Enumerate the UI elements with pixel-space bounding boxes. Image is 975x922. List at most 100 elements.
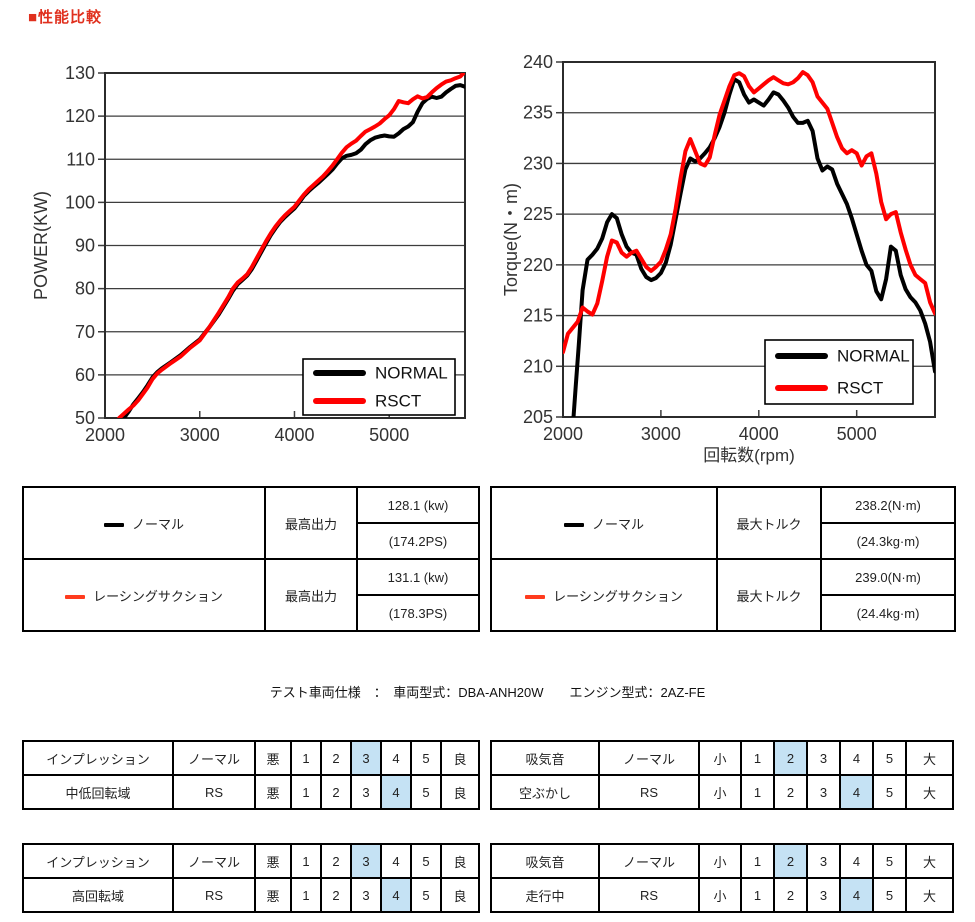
metric-cell: 最大トルク: [716, 486, 822, 560]
value-cell: (178.3PS): [356, 594, 480, 632]
y-tick-label: 110: [66, 149, 95, 169]
summary-row: (24.3kg·m): [491, 522, 956, 560]
y-tick-label: 240: [523, 52, 553, 72]
scale-cell: 5: [872, 843, 907, 879]
scale-cell: 3: [806, 740, 841, 776]
normal-line-swatch: [563, 523, 584, 528]
scale-min-cell: 悪: [254, 740, 292, 776]
scale-cell: 4: [380, 740, 412, 776]
scale-cell: 3: [350, 843, 382, 879]
y-tick-label: 50: [75, 408, 95, 428]
series-line-rsct: [117, 73, 465, 418]
y-tick-label: 230: [523, 153, 553, 173]
scale-min-cell: 小: [698, 774, 742, 810]
series-name: レーシングサクション: [93, 588, 223, 604]
y-tick-label: 220: [523, 255, 553, 275]
series-name: ノーマル: [131, 516, 184, 532]
scale-cell: 2: [773, 843, 808, 879]
metric-cell: 最高出力: [264, 486, 358, 560]
power-chart: 50 60 70 80 90 100 110 120 130 2000 3000 4000 5000 NO…: [31, 63, 466, 445]
scale-max-cell: 大: [905, 774, 954, 810]
rating-label-cell: 吸気音: [490, 843, 600, 879]
rating-table-impression-high: インプレッション ノーマル 悪 1 2 3 4 5 良 高回転域 RS 悪 1 …: [22, 843, 480, 913]
torque-chart: 205 210 215 220 225 230 235 240 2000 3000 4000 5000…: [501, 52, 936, 465]
legend-box: [302, 358, 456, 416]
series-name-cell: レーシングサクション: [22, 558, 266, 632]
scale-cell: 5: [410, 774, 442, 810]
scale-cell: 2: [773, 877, 808, 913]
rating-row: インプレッション ノーマル 悪 1 2 3 4 5 良: [22, 843, 480, 879]
metric-cell: 最高出力: [264, 558, 358, 632]
summary-row: レーシングサクション 最大トルク 239.0(N·m): [490, 558, 956, 632]
rating-row: インプレッション ノーマル 悪 1 2 3 4 5 良: [22, 740, 480, 776]
scale-cell: 3: [350, 740, 382, 776]
scale-cell: 2: [320, 877, 352, 913]
scale-cell: 5: [872, 877, 907, 913]
x-tick-label: 2000: [543, 424, 583, 444]
x-axis-label: 回転数(rpm): [703, 446, 795, 465]
summary-table-power: ノーマル 最高出力 128.1 (kw) (174.2PS) レーシングサクショ…: [22, 486, 480, 632]
value-cell: 131.1 (kw): [356, 558, 480, 596]
summary-row: レーシングサクション 最高出力 131.1 (kw): [22, 558, 480, 632]
series-name: レーシングサクション: [553, 588, 683, 604]
y-tick-label: 80: [75, 279, 95, 299]
legend-label-normal: NORMAL: [375, 364, 448, 383]
scale-cell: 4: [380, 877, 412, 913]
scale-cell: 4: [839, 877, 874, 913]
scale-cell: 1: [290, 843, 322, 879]
rating-config-cell: RS: [172, 877, 256, 913]
summary-row: ノーマル 最高出力 128.1 (kw): [22, 486, 480, 560]
scale-cell: 4: [380, 774, 412, 810]
rating-config-cell: RS: [172, 774, 256, 810]
scale-cell: 5: [872, 774, 907, 810]
y-tick-label: 225: [523, 204, 553, 224]
value-cell: (24.4kg·m): [820, 594, 956, 632]
summary-row: (178.3PS): [23, 594, 480, 632]
rating-row: 高回転域 RS 悪 1 2 3 4 5 良: [22, 877, 480, 913]
value-cell: 239.0(N·m): [820, 558, 956, 596]
scale-cell: 2: [773, 740, 808, 776]
scale-cell: 5: [410, 877, 442, 913]
summary-row: ノーマル 最大トルク 238.2(N·m): [490, 486, 956, 560]
scale-max-cell: 良: [440, 740, 480, 776]
scale-cell: 2: [320, 774, 352, 810]
scale-max-cell: 大: [905, 877, 954, 913]
scale-cell: 3: [806, 843, 841, 879]
summary-row: (174.2PS): [23, 522, 480, 560]
scale-min-cell: 悪: [254, 843, 292, 879]
rating-config-cell: ノーマル: [172, 740, 256, 776]
scale-cell: 5: [872, 740, 907, 776]
rating-config-cell: RS: [598, 774, 700, 810]
legend-label-rsct: RSCT: [837, 379, 883, 398]
scale-min-cell: 悪: [254, 774, 292, 810]
summary-row: (24.4kg·m): [491, 594, 956, 632]
rating-row: 空ぶかし RS 小 1 2 3 4 5 大: [490, 774, 954, 810]
scale-cell: 1: [290, 877, 322, 913]
value-cell: (24.3kg·m): [820, 522, 956, 560]
scale-cell: 5: [410, 843, 442, 879]
y-tick-label: 235: [523, 103, 553, 123]
rating-label-cell: インプレッション: [22, 843, 174, 879]
y-tick-label: 60: [75, 365, 95, 385]
legend-label-normal: NORMAL: [837, 347, 910, 366]
rating-table-impression-midlow: インプレッション ノーマル 悪 1 2 3 4 5 良 中低回転域 RS 悪 1…: [22, 740, 480, 810]
scale-cell: 5: [410, 740, 442, 776]
x-tick-label: 3000: [180, 425, 220, 445]
x-tick-label: 4000: [739, 424, 779, 444]
y-tick-label: 210: [523, 356, 553, 376]
rating-label-cell: 走行中: [490, 877, 600, 913]
scale-cell: 1: [740, 877, 775, 913]
rating-row: 吸気音 ノーマル 小 1 2 3 4 5 大: [490, 740, 954, 776]
y-axis-label: Torque(N・m): [501, 183, 521, 296]
scale-cell: 4: [839, 740, 874, 776]
series-line-rsct: [563, 70, 935, 355]
rating-label-cell: インプレッション: [22, 740, 174, 776]
y-tick-label: 100: [65, 192, 95, 212]
scale-cell: 2: [773, 774, 808, 810]
value-cell: 128.1 (kw): [356, 486, 480, 524]
rating-table-intake-sound-driving: 吸気音 ノーマル 小 1 2 3 4 5 大 走行中 RS 小 1 2 3 4 …: [490, 843, 954, 913]
series-name-cell: ノーマル: [22, 486, 266, 560]
scale-max-cell: 良: [440, 877, 480, 913]
scale-max-cell: 大: [905, 843, 954, 879]
